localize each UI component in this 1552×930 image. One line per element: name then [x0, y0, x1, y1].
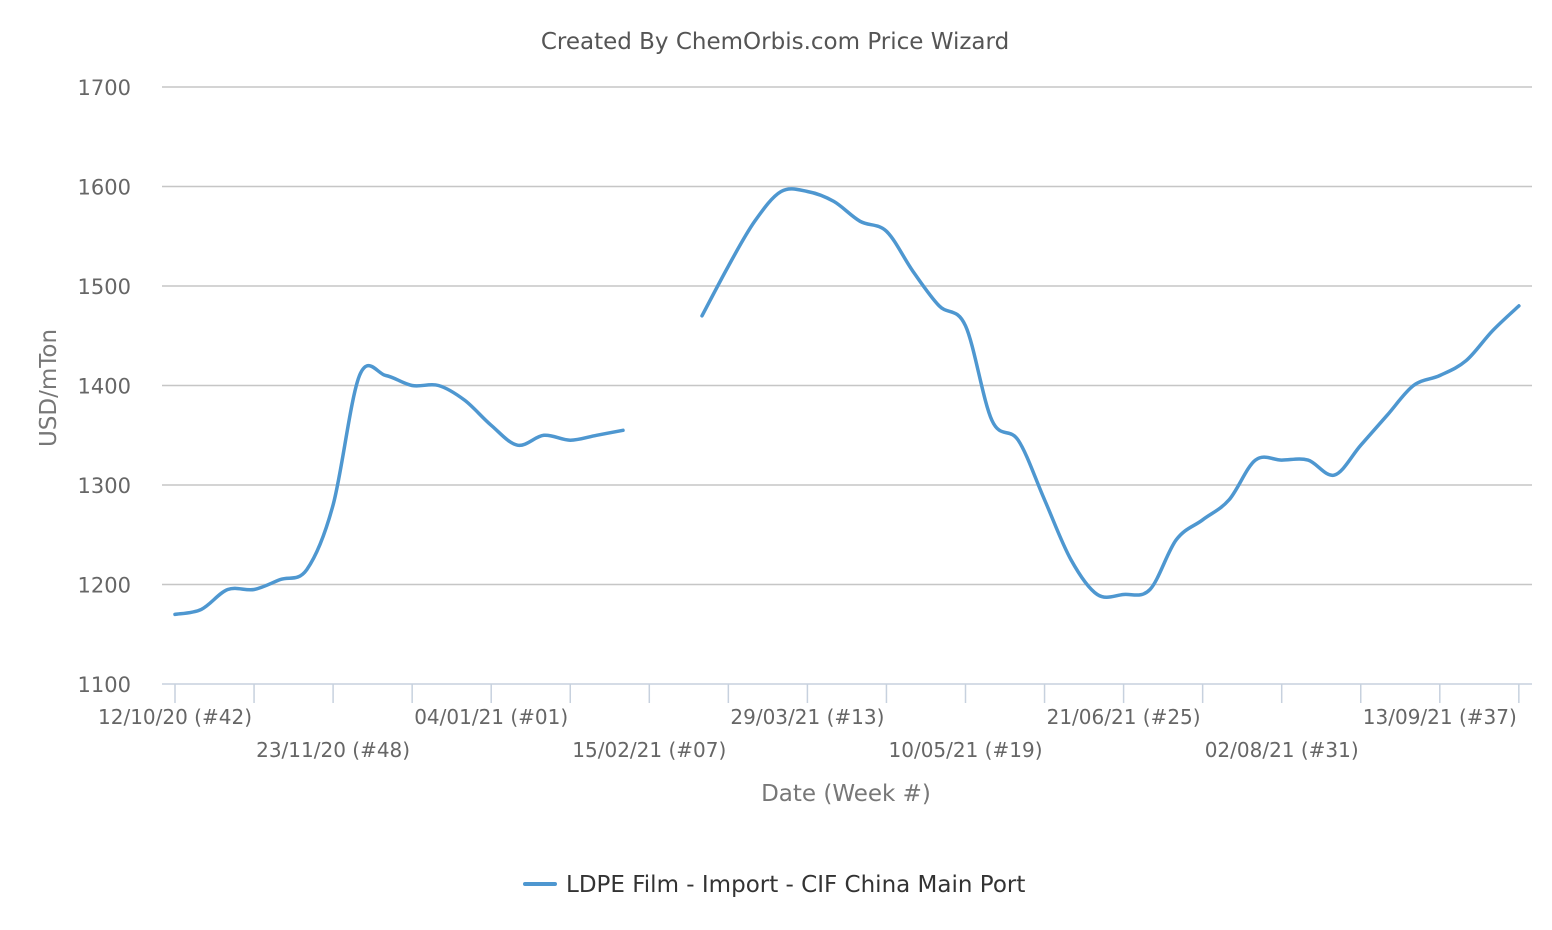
- grid-lines: [162, 86, 1532, 586]
- y-tick-label-1500: 1500: [78, 275, 131, 299]
- y-tick-label-1700: 1700: [78, 76, 131, 100]
- x-axis-title: Date (Week #): [761, 781, 931, 807]
- x-tick-label: 29/03/21 (#13): [730, 705, 884, 729]
- x-tick-label: 10/05/21 (#19): [889, 738, 1043, 762]
- chart-title: Created By ChemOrbis.com Price Wizard: [541, 29, 1009, 55]
- y-tick-label-1100: 1100: [78, 673, 131, 697]
- x-tick-label: 04/01/21 (#01): [414, 705, 568, 729]
- series-line-segment-1[interactable]: [173, 363, 625, 617]
- y-tick-label-1400: 1400: [78, 375, 131, 399]
- x-axis: 12/10/20 (#42)23/11/20 (#48)04/01/21 (#0…: [98, 683, 1532, 762]
- legend-label-ldpe[interactable]: LDPE Film - Import - CIF China Main Port: [566, 872, 1025, 898]
- x-tick-label: 13/09/21 (#37): [1363, 705, 1517, 729]
- y-axis: 1100 1200 1300 1400 1500 1600 1700: [78, 76, 131, 697]
- y-tick-label-1600: 1600: [78, 176, 131, 200]
- y-tick-label-1300: 1300: [78, 474, 131, 498]
- x-tick-label: 23/11/20 (#48): [256, 738, 410, 762]
- legend[interactable]: LDPE Film - Import - CIF China Main Port: [523, 872, 1025, 898]
- x-tick-label: 02/08/21 (#31): [1205, 738, 1359, 762]
- series-line-segment-2[interactable]: [700, 187, 1521, 600]
- x-tick-label: 12/10/20 (#42): [98, 705, 252, 729]
- series-lines: [173, 187, 1521, 617]
- y-tick-label-1200: 1200: [78, 574, 131, 598]
- x-tick-label: 15/02/21 (#07): [572, 738, 726, 762]
- x-tick-label: 21/06/21 (#25): [1047, 705, 1201, 729]
- y-axis-title: USD/mTon: [36, 329, 62, 447]
